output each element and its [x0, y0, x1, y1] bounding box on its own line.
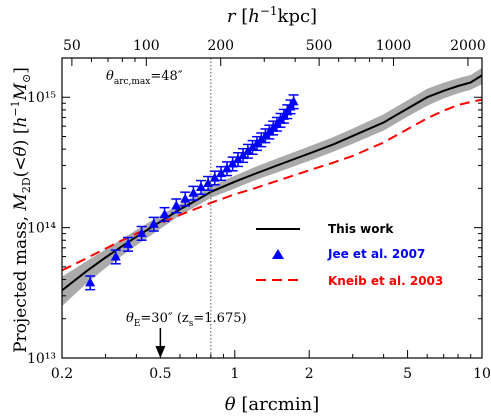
jee-point [159, 209, 170, 219]
jee-point [288, 96, 299, 106]
jee-point [123, 238, 134, 248]
jee-point [85, 277, 96, 287]
theta-arc-max-label: θarc,max=48″ [106, 69, 183, 87]
jee-point [171, 200, 182, 210]
top-tick-label: 200 [207, 38, 234, 54]
legend-jee-label: Jee et al. 2007 [327, 247, 425, 261]
y-tick-label: 10¹⁵ [27, 90, 56, 106]
legend: This work Jee et al. 2007 Kneib et al. 2… [256, 222, 443, 288]
top-axis-title: r [h−1kpc] [227, 4, 317, 27]
top-tick-label: 1000 [376, 38, 412, 54]
markers-layer [85, 94, 299, 291]
kneib-2003-dashed-line [62, 98, 482, 272]
top-tick-label: 500 [306, 38, 333, 54]
jee-point [242, 145, 253, 155]
error-band-layer [62, 67, 482, 307]
x-tick-labels: 0.2 0.5 1 2 5 10 [51, 366, 491, 382]
x-tick-label: 1 [230, 366, 239, 382]
legend-jee-swatch [272, 249, 284, 259]
x-tick-label: 10 [473, 366, 491, 382]
jee-point [196, 181, 207, 191]
theta-einstein-label: θE=30″ (zs=1.675) [126, 311, 247, 329]
ticks-layer [61, 57, 483, 359]
y-axis-title: Projected mass, M2D(<θ) [h−1M⊙] [9, 67, 33, 353]
plot-frame [61, 57, 483, 359]
x-tick-label: 0.5 [149, 366, 171, 382]
y-tick-label: 10¹⁴ [27, 221, 56, 237]
x-tick-label: 2 [305, 366, 314, 382]
y-tick-label: 10¹³ [27, 351, 56, 367]
top-tick-label: 50 [63, 38, 81, 54]
jee-point [136, 227, 147, 237]
jee-point [227, 158, 238, 168]
x-tick-label: 5 [403, 366, 412, 382]
x-tick-label: 0.2 [51, 366, 73, 382]
legend-this-work-label: This work [328, 222, 394, 236]
x-axis-title: θ [arcmin] [225, 394, 319, 415]
jee-point [110, 251, 121, 261]
top-tick-label: 100 [133, 38, 160, 54]
jee-point [238, 150, 249, 160]
legend-kneib-label: Kneib et al. 2003 [328, 274, 443, 288]
jee-point [278, 110, 289, 120]
top-tick-labels: 50 100 200 500 1000 2000 [63, 38, 486, 54]
jee-point [209, 172, 220, 182]
jee-point [148, 218, 159, 228]
y-tick-labels: 10¹³ 10¹⁴ 10¹⁵ [27, 90, 56, 367]
top-tick-label: 2000 [450, 38, 486, 54]
this-work-error-band [62, 67, 482, 307]
jee-point [180, 193, 191, 203]
jee-point [232, 154, 243, 164]
jee-point [188, 187, 199, 197]
